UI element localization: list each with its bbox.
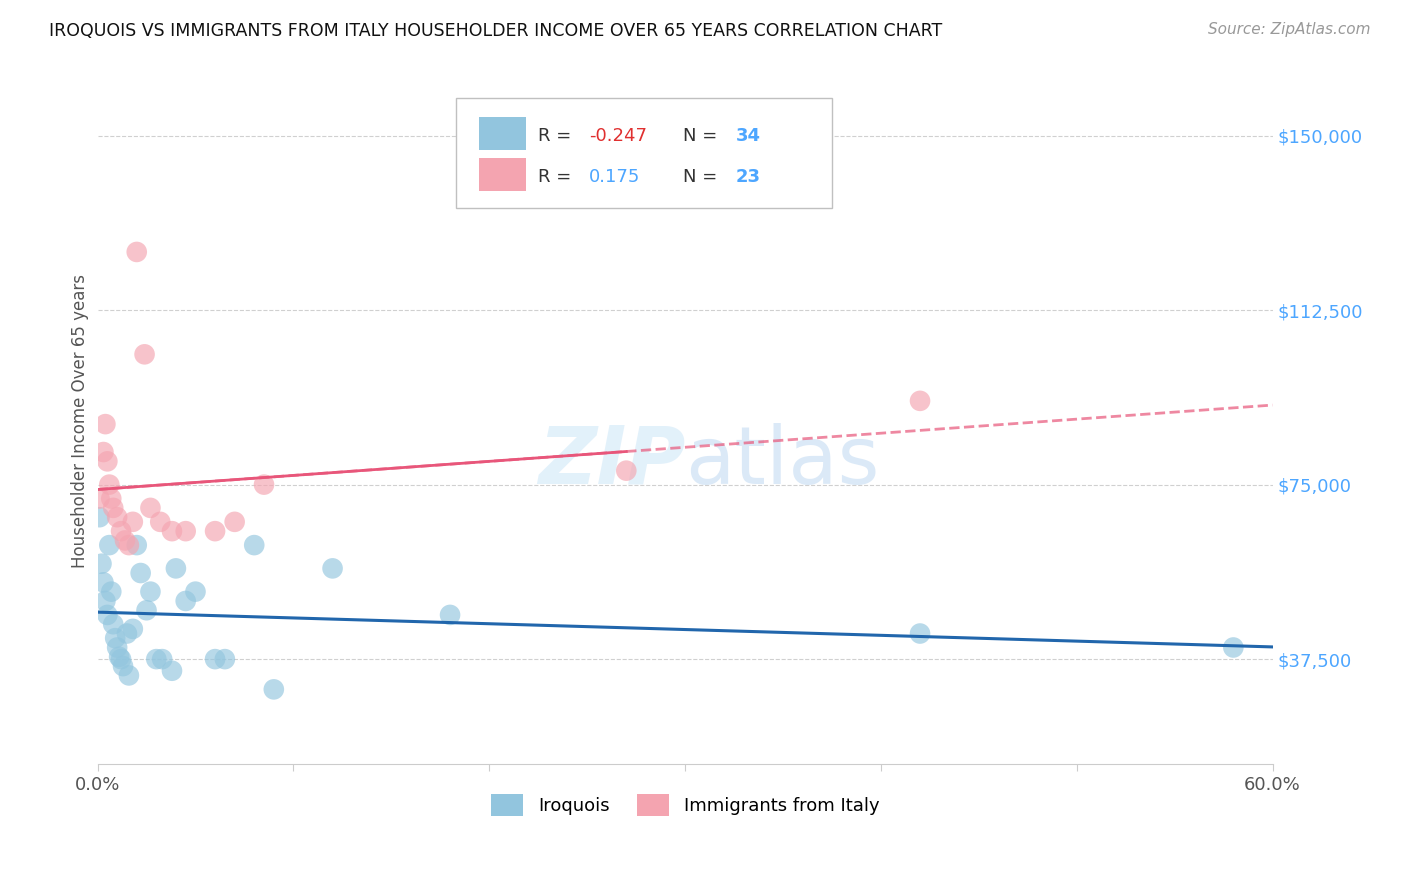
Point <box>908 626 931 640</box>
Point <box>103 617 125 632</box>
Point <box>125 538 148 552</box>
Point <box>104 631 127 645</box>
Text: ZIP: ZIP <box>537 423 685 500</box>
Point <box>112 659 135 673</box>
Point <box>134 347 156 361</box>
Point <box>121 515 143 529</box>
Point <box>439 607 461 622</box>
Point <box>103 500 125 515</box>
Point <box>243 538 266 552</box>
Y-axis label: Householder Income Over 65 years: Householder Income Over 65 years <box>72 274 89 567</box>
Point <box>614 464 637 478</box>
Text: R =: R = <box>538 127 578 145</box>
Point <box>94 594 117 608</box>
FancyBboxPatch shape <box>479 117 526 150</box>
Point <box>129 566 152 580</box>
Point <box>114 533 136 548</box>
Point <box>96 454 118 468</box>
Text: -0.247: -0.247 <box>589 127 647 145</box>
Point <box>125 244 148 259</box>
Point <box>214 652 236 666</box>
Legend: Iroquois, Immigrants from Italy: Iroquois, Immigrants from Italy <box>484 787 886 823</box>
Point <box>149 515 172 529</box>
Text: atlas: atlas <box>685 423 879 500</box>
Point <box>93 445 115 459</box>
Point <box>93 575 115 590</box>
Text: 34: 34 <box>735 127 761 145</box>
Text: 0.175: 0.175 <box>589 168 640 186</box>
Point <box>184 584 207 599</box>
Point <box>98 538 121 552</box>
Point <box>174 594 197 608</box>
Point <box>89 491 111 506</box>
Point <box>135 603 157 617</box>
Text: N =: N = <box>683 168 723 186</box>
Point <box>89 510 111 524</box>
Point <box>204 524 226 538</box>
Point <box>224 515 246 529</box>
Point <box>118 538 141 552</box>
Point <box>160 664 183 678</box>
Point <box>145 652 167 666</box>
Point <box>118 668 141 682</box>
Point <box>150 652 173 666</box>
Point <box>165 561 187 575</box>
Text: R =: R = <box>538 168 583 186</box>
Point <box>115 626 138 640</box>
Point <box>108 649 131 664</box>
Text: N =: N = <box>683 127 723 145</box>
Point <box>100 491 122 506</box>
Point <box>121 622 143 636</box>
Point <box>160 524 183 538</box>
Point <box>100 584 122 599</box>
Point <box>94 417 117 431</box>
Text: 23: 23 <box>735 168 761 186</box>
Point <box>110 524 132 538</box>
Point <box>139 500 162 515</box>
Point <box>105 510 128 524</box>
Point <box>1222 640 1244 655</box>
Point <box>908 393 931 408</box>
Point <box>322 561 344 575</box>
FancyBboxPatch shape <box>479 158 526 191</box>
Point <box>263 682 285 697</box>
Point <box>253 477 276 491</box>
Point <box>139 584 162 599</box>
FancyBboxPatch shape <box>456 98 832 208</box>
Point <box>105 640 128 655</box>
Point <box>204 652 226 666</box>
Point <box>174 524 197 538</box>
Point <box>90 557 112 571</box>
Text: Source: ZipAtlas.com: Source: ZipAtlas.com <box>1208 22 1371 37</box>
Point <box>98 477 121 491</box>
Text: IROQUOIS VS IMMIGRANTS FROM ITALY HOUSEHOLDER INCOME OVER 65 YEARS CORRELATION C: IROQUOIS VS IMMIGRANTS FROM ITALY HOUSEH… <box>49 22 942 40</box>
Point <box>110 652 132 666</box>
Point <box>96 607 118 622</box>
